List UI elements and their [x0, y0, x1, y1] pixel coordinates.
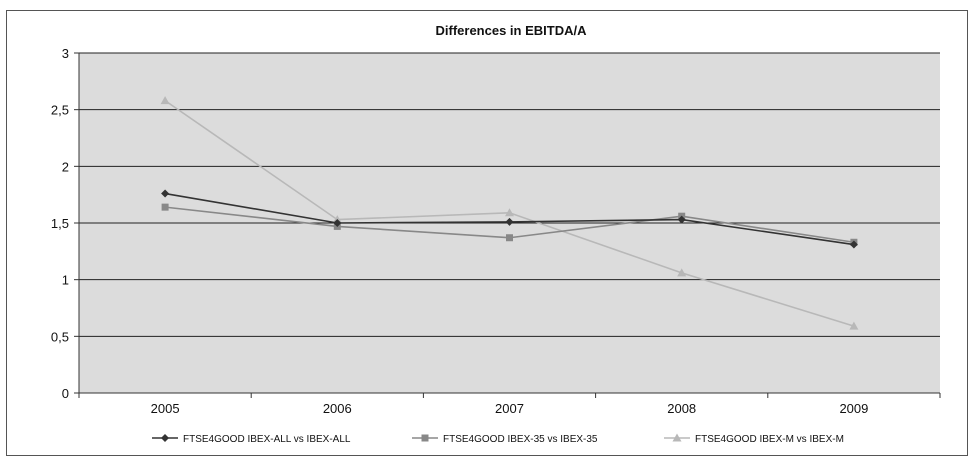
chart-title: Differences in EBITDA/A [436, 23, 588, 38]
y-tick-label: 3 [62, 46, 69, 61]
legend-marker [422, 435, 429, 442]
y-tick-label: 0 [62, 386, 69, 401]
x-tick-label: 2006 [323, 401, 352, 416]
y-tick-label: 2 [62, 159, 69, 174]
legend-item: FTSE4GOOD IBEX-ALL vs IBEX-ALL [152, 434, 351, 445]
x-axis-tick-labels: 2005 2006 2007 2008 2009 [151, 401, 869, 416]
data-point [506, 234, 513, 241]
y-tick-label: 0,5 [51, 329, 69, 344]
x-tick-label: 2009 [839, 401, 868, 416]
legend-item: FTSE4GOOD IBEX-35 vs IBEX-35 [412, 434, 598, 445]
legend-label: FTSE4GOOD IBEX-ALL vs IBEX-ALL [183, 434, 351, 445]
y-tick-label: 2,5 [51, 103, 69, 118]
legend-label: FTSE4GOOD IBEX-M vs IBEX-M [695, 434, 844, 445]
y-tick-label: 1,5 [51, 216, 69, 231]
y-axis-tick-labels: 0 0,5 1 1,5 2 2,5 3 [51, 46, 69, 401]
x-tick-label: 2007 [495, 401, 524, 416]
x-tick-label: 2008 [667, 401, 696, 416]
legend-item: FTSE4GOOD IBEX-M vs IBEX-M [664, 434, 844, 446]
y-tick-label: 1 [62, 273, 69, 288]
data-point [162, 204, 169, 211]
legend: FTSE4GOOD IBEX-ALL vs IBEX-ALL FTSE4GOOD … [152, 434, 844, 446]
legend-marker [161, 434, 169, 442]
x-tick-label: 2005 [151, 401, 180, 416]
legend-label: FTSE4GOOD IBEX-35 vs IBEX-35 [443, 434, 598, 445]
